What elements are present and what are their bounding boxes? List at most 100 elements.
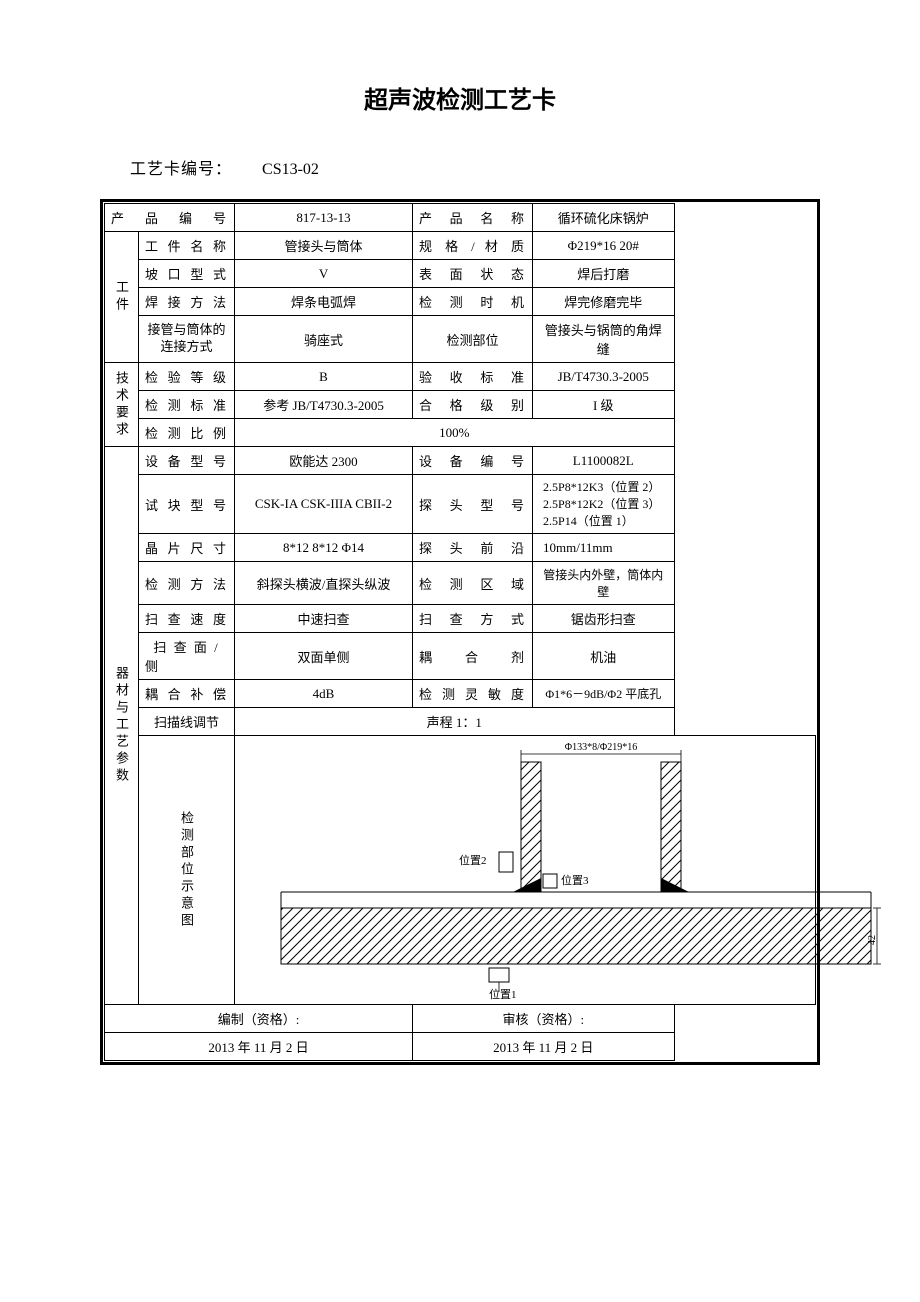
diagram-row: 检测部位示意图 Φ133*8/Φ219*16 (105, 736, 816, 1005)
dev-model-label: 设 备 型 号 (139, 447, 235, 475)
time-label: 检 测 时 机 (413, 288, 533, 316)
comp-label: 耦 合 补 偿 (139, 680, 235, 708)
document-title: 超声波检测工艺卡 (100, 80, 820, 115)
table-row: 耦 合 补 偿 4dB 检 测 灵 敏 度 Φ1*6－9dB/Φ2 平底孔 (105, 680, 816, 708)
card-number-line: 工艺卡编号： CS13-02 (130, 155, 820, 179)
time: 焊完修磨完毕 (533, 288, 674, 316)
wp-spec-label: 规 格 / 材 质 (413, 232, 533, 260)
table-row: 扫描线调节 声程 1：1 (105, 708, 816, 736)
chip: 8*12 8*12 Φ14 (235, 534, 413, 562)
line-label: 扫描线调节 (139, 708, 235, 736)
accept: JB/T4730.3-2005 (533, 363, 674, 391)
signature-row: 编制（资格）: 审核（资格）: (105, 1005, 816, 1033)
line: 声程 1：1 (235, 708, 674, 736)
pos1-text: 位置1 (489, 987, 517, 1000)
speed: 中速扫查 (235, 605, 413, 633)
card-no-label: 工艺卡编号： (130, 161, 232, 178)
groove-label: 坡 口 型 式 (139, 260, 235, 288)
front: 10mm/11mm (533, 534, 674, 562)
zone: 管接头内外壁，筒体内壁 (533, 562, 674, 605)
surface: 焊后打磨 (533, 260, 674, 288)
pass-label: 合 格 级 别 (413, 391, 533, 419)
diagram-cell: Φ133*8/Φ219*16 位置2 位置3 (235, 736, 816, 1005)
couple: 机油 (533, 633, 674, 680)
weld-label: 焊 接 方 法 (139, 288, 235, 316)
weld-diagram: Φ133*8/Φ219*16 位置2 位置3 (241, 740, 881, 1000)
wp-name: 管接头与筒体 (235, 232, 413, 260)
side: 双面单侧 (235, 633, 413, 680)
block-label: 试 块 型 号 (139, 475, 235, 534)
weld: 焊条电弧焊 (235, 288, 413, 316)
prod-name: 循环硫化床锅炉 (533, 204, 674, 232)
conn-label: 接管与筒体的连接方式 (139, 316, 235, 363)
table-row: 坡 口 型 式 V 表 面 状 态 焊后打磨 (105, 260, 816, 288)
section-equip: 器材与工艺参数 (105, 447, 139, 1005)
dev-no-label: 设 备 编 号 (413, 447, 533, 475)
section-tech: 技术要求 (105, 363, 139, 447)
table-row: 焊 接 方 法 焊条电弧焊 检 测 时 机 焊完修磨完毕 (105, 288, 816, 316)
table-row: 接管与筒体的连接方式 骑座式 检测部位 管接头与锅筒的角焊缝 (105, 316, 816, 363)
ratio: 100% (235, 419, 674, 447)
date1: 2013 年 11 月 2 日 (105, 1033, 413, 1061)
table-row: 器材与工艺参数 设 备 型 号 欧能达 2300 设 备 编 号 L110008… (105, 447, 816, 475)
side-label: 扫 查 面 / 侧 (139, 633, 235, 680)
pos: 管接头与锅筒的角焊缝 (533, 316, 674, 363)
date2: 2013 年 11 月 2 日 (413, 1033, 674, 1061)
comp: 4dB (235, 680, 413, 708)
wp-spec: Φ219*16 20# (533, 232, 674, 260)
std: 参考 JB/T4730.3-2005 (235, 391, 413, 419)
table-row: 扫 查 面 / 侧 双面单侧 耦 合 剂 机油 (105, 633, 816, 680)
prod-no: 817-13-13 (235, 204, 413, 232)
prod-name-label: 产 品 名 称 (413, 204, 533, 232)
couple-label: 耦 合 剂 (413, 633, 533, 680)
probe: 2.5P8*12K3（位置 2） 2.5P8*12K2（位置 3） 2.5P14… (533, 475, 674, 534)
review-label: 审核（资格）: (413, 1005, 674, 1033)
surface-label: 表 面 状 态 (413, 260, 533, 288)
table-row: 检 测 比 例 100% (105, 419, 816, 447)
dim-top-text: Φ133*8/Φ219*16 (565, 742, 637, 753)
process-card-table: 产 品 编 号 817-13-13 产 品 名 称 循环硫化床锅炉 工件 工 件… (104, 203, 816, 1061)
std-label: 检 测 标 准 (139, 391, 235, 419)
method-label: 检 测 方 法 (139, 562, 235, 605)
zone-label: 检 测 区 域 (413, 562, 533, 605)
grade-label: 检 验 等 级 (139, 363, 235, 391)
conn: 骑座式 (235, 316, 413, 363)
pass: I 级 (533, 391, 674, 419)
sens: Φ1*6－9dB/Φ2 平底孔 (533, 680, 674, 708)
ratio-label: 检 测 比 例 (139, 419, 235, 447)
dev-model: 欧能达 2300 (235, 447, 413, 475)
scan: 锯齿形扫查 (533, 605, 674, 633)
sens-label: 检 测 灵 敏 度 (413, 680, 533, 708)
front-label: 探 头 前 沿 (413, 534, 533, 562)
method: 斜探头横波/直探头纵波 (235, 562, 413, 605)
table-row: 试 块 型 号 CSK-IA CSK-IIIA CBII-2 探 头 型 号 2… (105, 475, 816, 534)
prod-no-label: 产 品 编 号 (105, 204, 235, 232)
speed-label: 扫 查 速 度 (139, 605, 235, 633)
dev-no: L1100082L (533, 447, 674, 475)
section-workpiece: 工件 (105, 232, 139, 363)
wp-name-label: 工 件 名 称 (139, 232, 235, 260)
table-row: 技术要求 检 验 等 级 B 验 收 标 准 JB/T4730.3-2005 (105, 363, 816, 391)
probe-label: 探 头 型 号 (413, 475, 533, 534)
form-outer-border: 产 品 编 号 817-13-13 产 品 名 称 循环硫化床锅炉 工件 工 件… (100, 199, 820, 1065)
pos2-text: 位置2 (459, 853, 487, 867)
prep-label: 编制（资格）: (105, 1005, 413, 1033)
block: CSK-IA CSK-IIIA CBII-2 (235, 475, 413, 534)
section-diagram: 检测部位示意图 (139, 736, 235, 1005)
accept-label: 验 收 标 准 (413, 363, 533, 391)
table-row: 检 测 标 准 参考 JB/T4730.3-2005 合 格 级 别 I 级 (105, 391, 816, 419)
scan-label: 扫 查 方 式 (413, 605, 533, 633)
table-row: 工件 工 件 名 称 管接头与筒体 规 格 / 材 质 Φ219*16 20# (105, 232, 816, 260)
table-row: 晶 片 尺 寸 8*12 8*12 Φ14 探 头 前 沿 10mm/11mm (105, 534, 816, 562)
pos3-text: 位置3 (561, 873, 589, 887)
table-row: 产 品 编 号 817-13-13 产 品 名 称 循环硫化床锅炉 (105, 204, 816, 232)
date-row: 2013 年 11 月 2 日 2013 年 11 月 2 日 (105, 1033, 816, 1061)
pos-label: 检测部位 (413, 316, 533, 363)
card-no-value: CS13-02 (262, 161, 319, 178)
table-row: 扫 查 速 度 中速扫查 扫 查 方 式 锯齿形扫查 (105, 605, 816, 633)
dim-right-text: 42 (867, 935, 878, 945)
grade: B (235, 363, 413, 391)
chip-label: 晶 片 尺 寸 (139, 534, 235, 562)
groove: V (235, 260, 413, 288)
table-row: 检 测 方 法 斜探头横波/直探头纵波 检 测 区 域 管接头内外壁，筒体内壁 (105, 562, 816, 605)
